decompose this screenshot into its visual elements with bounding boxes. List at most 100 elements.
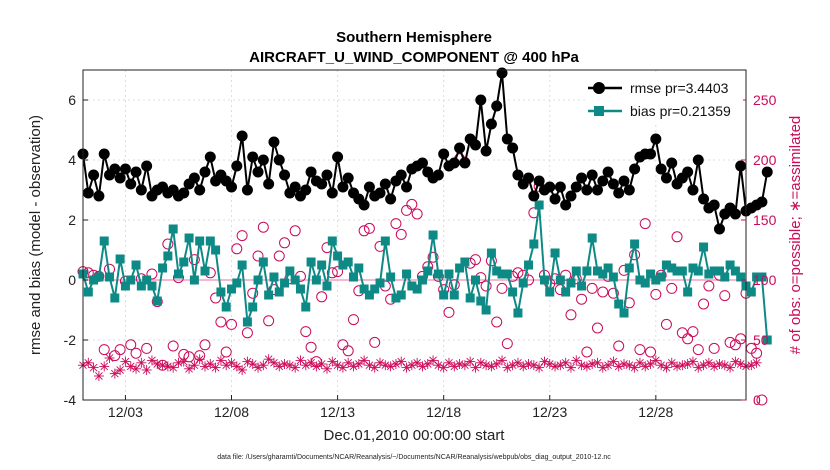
- bias-point: [327, 236, 337, 246]
- possible-obs-point: [719, 290, 731, 302]
- bias-point: [444, 269, 454, 279]
- bias-point: [661, 260, 671, 270]
- assimilated-obs-point: [231, 361, 242, 372]
- rmse-point: [401, 181, 413, 193]
- possible-obs-point: [125, 339, 137, 351]
- bias-point: [720, 272, 730, 282]
- possible-obs-point: [369, 336, 381, 348]
- bias-point: [502, 269, 512, 279]
- asterisk-stroke: [132, 364, 140, 373]
- bias-point: [624, 263, 634, 273]
- asterisk-stroke: [625, 361, 634, 370]
- asterisk-stroke: [529, 361, 538, 370]
- asterisk-stroke: [397, 357, 406, 366]
- rmse-point: [226, 181, 238, 193]
- assimilated-obs-point: [443, 357, 454, 368]
- y-tick-label: -2: [64, 332, 77, 348]
- legend-bias-marker: [594, 106, 604, 116]
- bias-point: [714, 266, 724, 276]
- asterisk-stroke: [667, 358, 676, 367]
- rmse-point: [374, 187, 386, 199]
- possible-obs-point: [247, 287, 259, 299]
- asterisk-stroke: [190, 361, 199, 370]
- bias-point: [179, 257, 189, 267]
- possible-obs-point: [130, 347, 142, 359]
- assimilated-obs-point: [263, 354, 274, 365]
- bias-point: [704, 269, 714, 279]
- rmse-point: [454, 142, 466, 154]
- possible-obs-point: [188, 254, 200, 266]
- rmse-point: [459, 157, 471, 169]
- assimilated-obs-point: [194, 354, 205, 365]
- bias-point: [486, 248, 496, 258]
- asterisk-stroke: [360, 356, 368, 365]
- possible-obs-point: [199, 339, 211, 351]
- bias-point: [518, 278, 528, 288]
- possible-obs-point: [639, 218, 651, 230]
- bias-point: [608, 272, 618, 282]
- rmse-point: [554, 181, 566, 193]
- possible-obs-point: [363, 222, 375, 234]
- rmse-point: [241, 184, 253, 196]
- possible-obs-point: [146, 268, 158, 280]
- possible-obs-point: [480, 280, 492, 292]
- bias-point: [333, 251, 343, 261]
- rmse-point: [629, 163, 641, 175]
- rmse-point: [602, 166, 614, 178]
- rmse-point: [236, 130, 248, 142]
- possible-obs-point: [501, 338, 513, 350]
- y-right-tick-label: 100: [753, 272, 777, 288]
- bias-point: [582, 266, 592, 276]
- assimilated-obs-point: [215, 355, 226, 366]
- rmse-point: [385, 193, 397, 205]
- asterisk-stroke: [89, 363, 98, 372]
- rmse-point: [666, 157, 678, 169]
- assimilated-obs-point: [226, 357, 237, 368]
- bias-point: [693, 266, 703, 276]
- grid: [83, 70, 746, 401]
- assimilated-obs-point: [104, 353, 115, 363]
- bias-point: [725, 260, 735, 270]
- bias-point: [592, 266, 602, 276]
- asterisk-stroke: [736, 360, 745, 368]
- rmse-point: [645, 148, 657, 160]
- bias-point: [614, 299, 624, 309]
- asterisk-stroke: [344, 358, 353, 367]
- asterisk-stroke: [365, 361, 374, 370]
- bias-point: [364, 290, 374, 300]
- asterisk-stroke: [95, 372, 103, 380]
- rmse-point: [279, 169, 291, 181]
- assimilated-obs-point: [178, 356, 189, 367]
- asterisk-stroke: [726, 363, 734, 372]
- bias-point: [439, 290, 449, 300]
- bias-point: [301, 302, 311, 312]
- rmse-point: [358, 199, 370, 211]
- rmse-point: [252, 166, 264, 178]
- asterisk-stroke: [354, 360, 363, 368]
- possible-obs-point: [348, 314, 360, 326]
- asterisk-stroke: [296, 356, 305, 365]
- bias-point: [603, 263, 613, 273]
- bias-point: [349, 272, 359, 282]
- bias-point: [253, 275, 263, 285]
- y-axis-right-ticks: 0 50 100 150 200 250: [741, 92, 777, 408]
- rmse-point: [655, 163, 667, 175]
- bias-point: [317, 260, 327, 270]
- possible-obs-point: [576, 293, 588, 305]
- asterisk-stroke: [498, 356, 506, 365]
- bias-point: [640, 278, 650, 288]
- bias-point: [635, 275, 645, 285]
- rmse-point: [682, 166, 694, 178]
- assimilated-obs-point: [459, 360, 470, 371]
- rmse-point: [761, 166, 773, 178]
- bias-point: [545, 287, 555, 297]
- rmse-point: [119, 163, 131, 175]
- possible-obs-point: [390, 218, 402, 230]
- assimilated-obs-point: [603, 360, 614, 371]
- bias-point: [227, 284, 237, 294]
- asterisk-stroke: [604, 361, 612, 370]
- bias-point: [94, 272, 104, 282]
- assimilated-obs-point: [189, 360, 200, 371]
- asterisk-stroke: [264, 355, 273, 364]
- possible-obs-point: [226, 318, 238, 330]
